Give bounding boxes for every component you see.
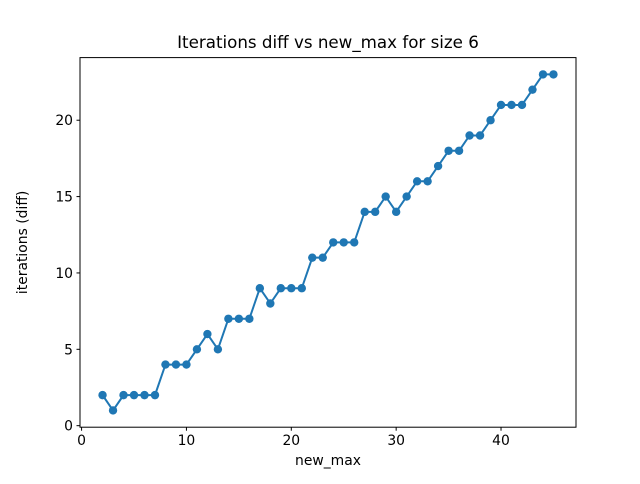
- data-point-marker: [360, 207, 369, 217]
- y-axis-ticks: 0 5 10 15 20: [55, 113, 80, 435]
- x-tick-label: 40: [492, 433, 510, 449]
- data-point-marker: [129, 390, 139, 400]
- data-point-marker: [339, 238, 348, 247]
- data-point-marker: [549, 70, 558, 79]
- data-point-marker: [297, 284, 306, 293]
- data-point-marker: [475, 131, 485, 140]
- data-point-marker: [538, 70, 548, 79]
- data-point-marker: [161, 360, 170, 369]
- data-point-marker: [433, 161, 443, 171]
- x-axis-label: new_max: [295, 453, 361, 469]
- data-point-marker: [150, 390, 160, 400]
- plot-area: [80, 57, 576, 428]
- data-point-marker: [119, 390, 128, 400]
- data-point-marker: [454, 146, 464, 155]
- y-tick-label: 0: [64, 419, 73, 435]
- y-tick-label: 10: [55, 266, 73, 282]
- y-axis-label: iterations (diff): [15, 191, 31, 294]
- data-point-marker: [381, 192, 390, 201]
- data-point-marker: [528, 85, 537, 94]
- axes-border: [79, 57, 577, 428]
- x-tick-label: 10: [178, 433, 196, 449]
- data-point-marker: [517, 100, 527, 110]
- x-tick-label: 20: [282, 433, 300, 449]
- data-point-marker: [402, 192, 411, 201]
- data-point-marker: [486, 116, 495, 125]
- data-point-marker: [203, 329, 212, 339]
- data-point-marker: [255, 284, 265, 293]
- data-point-marker: [266, 299, 275, 308]
- y-tick-label: 20: [55, 113, 73, 129]
- x-axis-ticks: 0 10 20 30 40: [77, 427, 510, 449]
- data-point-marker: [245, 314, 254, 323]
- data-point-marker: [350, 238, 359, 247]
- data-point-marker: [412, 177, 422, 186]
- x-tick-label: 30: [387, 433, 405, 449]
- y-tick-label: 5: [64, 342, 73, 358]
- data-point-marker: [465, 131, 474, 140]
- data-point-marker: [507, 100, 516, 110]
- chart-title: Iterations diff vs new_max for size 6: [177, 32, 479, 53]
- data-point-marker: [276, 284, 286, 293]
- data-point-marker: [108, 406, 118, 415]
- data-point-marker: [140, 390, 149, 400]
- data-point-marker: [423, 177, 432, 186]
- data-point-marker: [98, 390, 107, 400]
- y-tick-label: 15: [55, 190, 73, 206]
- data-point-marker: [171, 360, 181, 369]
- data-point-marker: [444, 146, 453, 155]
- data-point-marker: [224, 314, 233, 323]
- data-point-marker: [391, 207, 401, 217]
- data-point-marker: [287, 284, 296, 293]
- data-point-marker: [370, 207, 380, 217]
- x-tick-label: 0: [77, 433, 86, 449]
- data-point-marker: [192, 345, 202, 354]
- data-point-marker: [234, 314, 244, 323]
- data-point-marker: [496, 100, 506, 110]
- data-point-marker: [182, 360, 191, 369]
- data-series: [98, 70, 558, 415]
- data-point-marker: [318, 253, 327, 262]
- data-point-marker: [308, 253, 317, 262]
- data-point-marker: [329, 238, 338, 247]
- data-point-marker: [213, 345, 223, 354]
